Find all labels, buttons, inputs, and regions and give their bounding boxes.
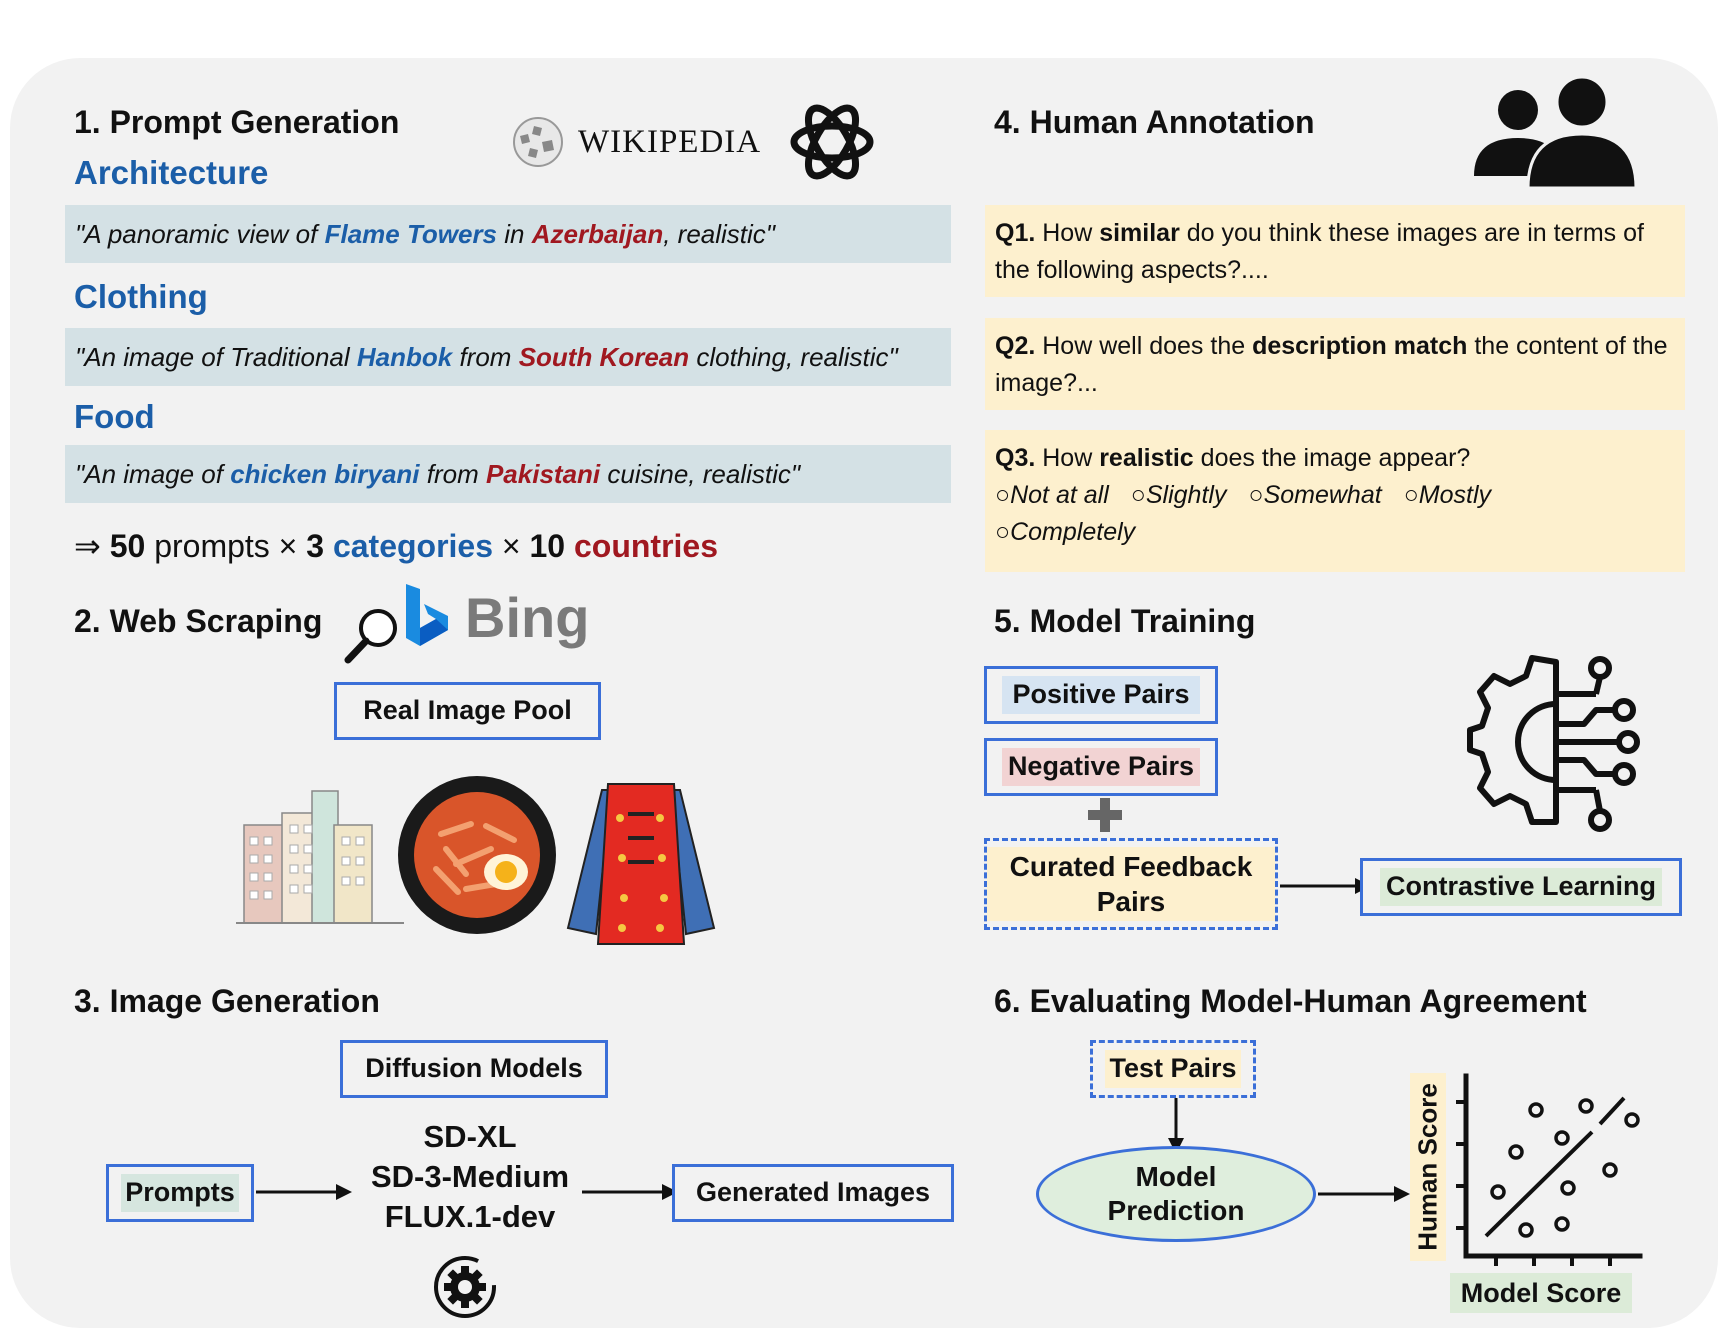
model-name: SD-XL [423, 1119, 517, 1154]
generated-images-box: Generated Images [672, 1164, 954, 1222]
arrow-curated-to-contrastive [1280, 878, 1371, 894]
section-title-prompt-generation: 1. Prompt Generation [74, 104, 400, 140]
prompts-box: Prompts [106, 1164, 254, 1222]
positive-pairs-box: Positive Pairs [984, 666, 1218, 724]
prompt-count-formula: ⇒ 50 prompts × 3 categories × 10 countri… [74, 528, 718, 564]
diffusion-models-box: Diffusion Models [340, 1040, 608, 1098]
wikipedia-globe-icon [512, 116, 564, 168]
plus-icon [1086, 796, 1124, 834]
model-name: FLUX.1-dev [384, 1199, 556, 1234]
option-completely: ○Completely [995, 518, 1136, 546]
wikipedia-wordmark: WIKIPEDIA [578, 124, 762, 160]
real-image-pool-box: Real Image Pool [334, 682, 601, 740]
agreement-scatter-plot [1456, 1073, 1643, 1266]
category-food: Food [74, 398, 155, 435]
category-architecture: Architecture [74, 154, 269, 191]
arrow-prompts-to-models [256, 1184, 352, 1200]
magnifier-icon [342, 604, 402, 666]
option-somewhat: ○Somewhat [1248, 481, 1382, 509]
option-slightly: ○Slightly [1130, 481, 1227, 509]
bing-wordmark: Bing [465, 586, 590, 649]
curated-feedback-pairs-box: Curated Feedback Pairs [984, 838, 1278, 930]
question-q3: Q3. How realistic does the image appear?… [985, 430, 1685, 572]
section-title-image-generation: 3. Image Generation [74, 983, 380, 1019]
option-not-at-all: ○Not at all [995, 481, 1109, 509]
arrow-models-to-output [582, 1184, 678, 1200]
food-bowl-illustration [396, 774, 558, 936]
bing-b-icon [402, 580, 452, 650]
question-q2: Q2. How well does the description match … [985, 318, 1685, 410]
question-q1: Q1. How similar do you think these image… [985, 205, 1685, 297]
model-prediction-ellipse: Model Prediction [1036, 1146, 1316, 1242]
people-icon [1470, 75, 1638, 190]
category-clothing: Clothing [74, 278, 208, 315]
negative-pairs-box: Negative Pairs [984, 738, 1218, 796]
openai-logo-icon [786, 96, 878, 188]
diffusion-model-list: SD-XL SD-3-Medium FLUX.1-dev [350, 1117, 590, 1237]
option-mostly: ○Mostly [1403, 481, 1492, 509]
y-axis-label: Human Score [1412, 1083, 1443, 1251]
contrastive-learning-box: Contrastive Learning [1360, 858, 1682, 916]
x-axis-label: Model Score [1450, 1273, 1632, 1313]
model-name: SD-3-Medium [370, 1159, 570, 1194]
prompt-food: "An image of chicken biryani from Pakist… [65, 445, 951, 503]
clothing-illustration [562, 778, 720, 946]
test-pairs-box: Test Pairs [1090, 1040, 1256, 1098]
section-title-web-scraping: 2. Web Scraping [74, 603, 323, 639]
section-title-human-annotation: 4. Human Annotation [994, 104, 1315, 140]
section-title-evaluation: 6. Evaluating Model-Human Agreement [994, 983, 1587, 1019]
prompt-clothing: "An image of Traditional Hanbok from Sou… [65, 328, 951, 386]
section-title-model-training: 5. Model Training [994, 603, 1256, 639]
arrow-prediction-to-plot [1318, 1186, 1410, 1202]
gear-cycle-icon [430, 1252, 500, 1322]
y-axis-label-box [1410, 1073, 1446, 1261]
ai-gear-circuit-icon [1467, 654, 1640, 834]
buildings-illustration [236, 785, 406, 925]
prompt-architecture: "A panoramic view of Flame Towers in Aze… [65, 205, 951, 263]
